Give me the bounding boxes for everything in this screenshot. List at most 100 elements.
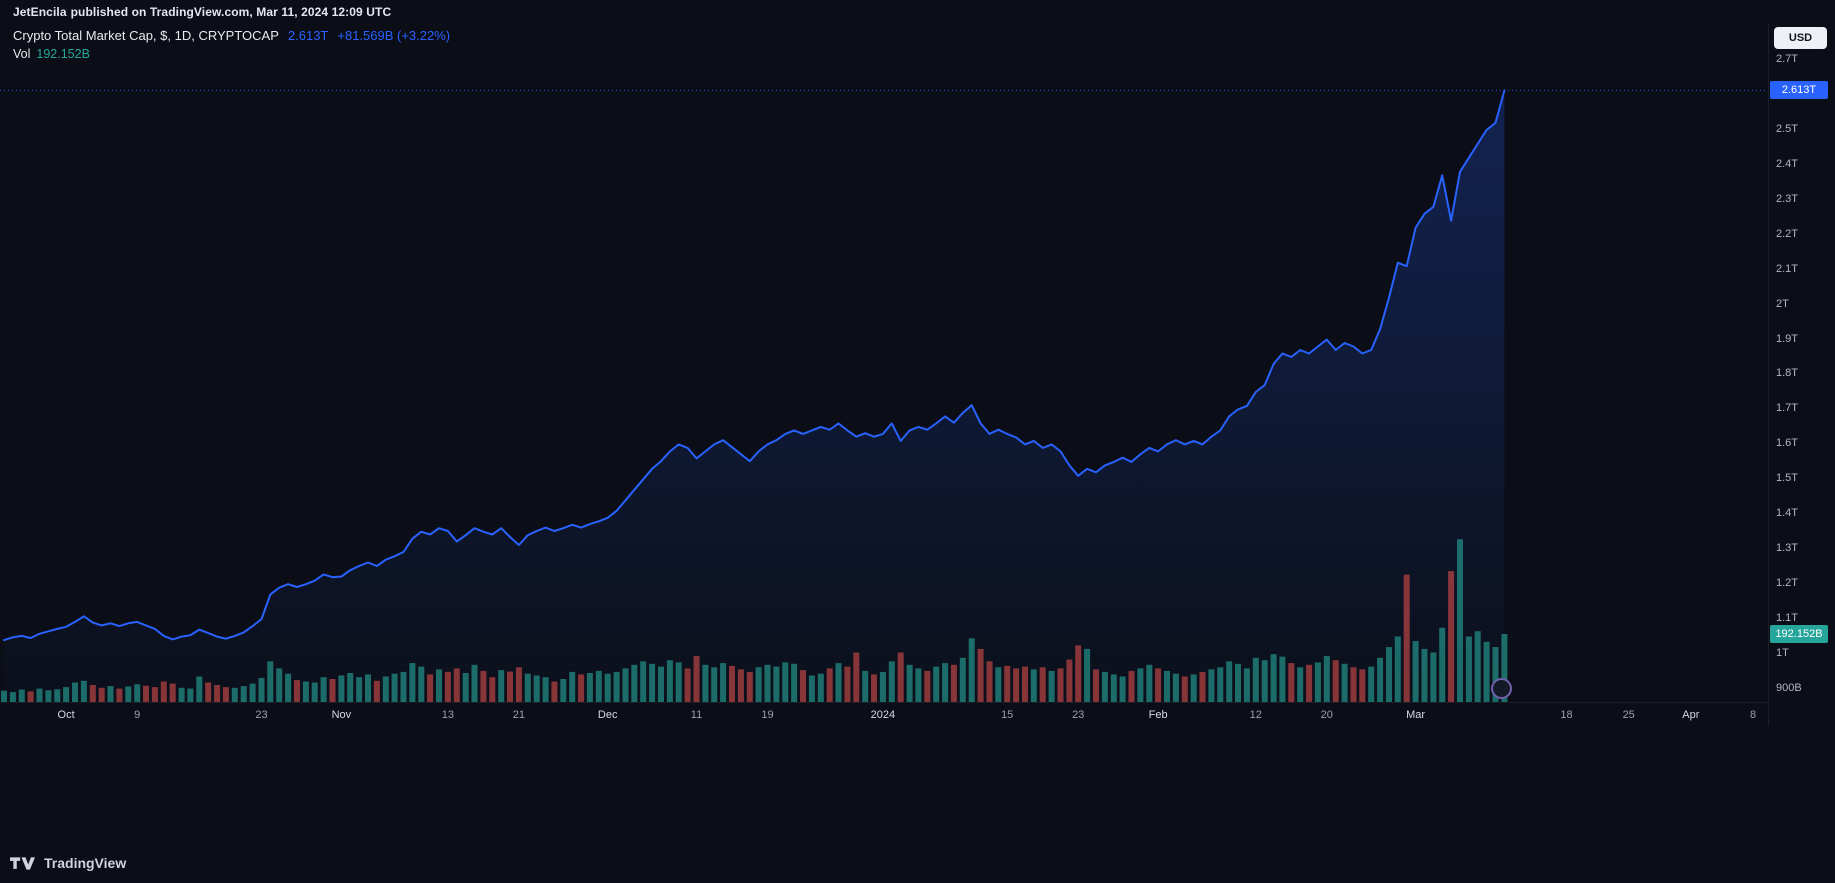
volume-bar	[1430, 652, 1437, 702]
volume-bar	[658, 666, 664, 702]
volume-bar	[773, 666, 780, 702]
time-axis-label: Nov	[331, 709, 352, 721]
volume-bar	[169, 683, 176, 702]
volume-bar	[986, 661, 993, 702]
volume-bar	[1403, 574, 1410, 702]
volume-bar	[711, 667, 718, 702]
volume-bar	[45, 690, 52, 702]
volume-bar	[720, 663, 727, 702]
volume-bar	[631, 664, 638, 702]
time-axis-label: 23	[1072, 709, 1085, 721]
volume-bar	[1164, 670, 1170, 702]
volume-bar	[1368, 666, 1375, 702]
volume-bar	[444, 671, 451, 702]
last-price-value: 2.613T	[287, 28, 329, 43]
volume-bar	[782, 662, 789, 702]
volume-bar	[515, 667, 522, 702]
volume-bar	[1306, 664, 1313, 702]
volume-indicator-label: Vol	[13, 47, 31, 61]
volume-bar	[1288, 663, 1295, 702]
volume-bar	[702, 664, 709, 702]
volume-bar	[1013, 668, 1020, 702]
chart-canvas[interactable]	[0, 0, 1768, 728]
volume-bar	[995, 667, 1002, 702]
volume-bar	[826, 668, 833, 702]
volume-bar	[160, 681, 167, 702]
volume-bar	[400, 671, 407, 702]
volume-bar	[409, 663, 416, 702]
tradingview-footer[interactable]: TradingView	[10, 855, 126, 871]
volume-bar	[276, 668, 283, 702]
volume-bar	[107, 686, 114, 702]
time-axis-label: 20	[1320, 709, 1333, 721]
time-axis-label: 13	[441, 709, 455, 721]
symbol-title[interactable]: Crypto Total Market Cap, $, 1D, CRYPTOCA…	[13, 28, 279, 43]
volume-bar	[1110, 674, 1117, 702]
time-axis-label: Dec	[597, 709, 618, 721]
currency-toggle-button[interactable]: USD	[1774, 27, 1827, 49]
price-axis-label: 1.4T	[1776, 507, 1799, 520]
volume-bar	[1332, 660, 1339, 702]
volume-bar	[80, 680, 87, 702]
volume-bar	[1386, 647, 1392, 702]
volume-bar	[489, 677, 496, 702]
volume-bar	[684, 668, 691, 702]
volume-bar	[98, 687, 105, 702]
volume-bar	[1057, 668, 1064, 702]
volume-bar	[835, 663, 842, 702]
volume-bar	[267, 661, 274, 702]
time-axis-label: 2024	[870, 709, 896, 721]
volume-bar	[1439, 627, 1446, 702]
time-axis-label: 11	[690, 709, 703, 721]
time-axis-label: 23	[255, 709, 268, 721]
price-axis-label: 1.2T	[1776, 577, 1799, 590]
volume-bar	[853, 652, 860, 702]
volume-bar	[356, 677, 363, 702]
volume-bar	[1048, 670, 1055, 702]
volume-indicator-value: 192.152B	[36, 47, 90, 61]
volume-bar	[1101, 671, 1108, 702]
chart-legend: Crypto Total Market Cap, $, 1D, CRYPTOCA…	[13, 28, 450, 61]
price-axis-label: 1.8T	[1776, 367, 1799, 380]
volume-bar	[373, 680, 380, 702]
volume-bar	[1137, 668, 1144, 702]
volume-bar	[862, 670, 869, 702]
volume-bar	[249, 683, 256, 702]
volume-bar	[1235, 663, 1241, 702]
time-axis[interactable]: Oct 9 23 Nov 13 21 Dec 11 19 2024 15 23 Feb 12 20 Mar 18…	[0, 702, 1768, 728]
volume-bar	[755, 667, 762, 702]
volume-bar	[1, 690, 7, 702]
volume-bar	[551, 681, 558, 702]
volume-bar	[143, 685, 149, 702]
time-axis-label: Mar	[1406, 709, 1426, 721]
volume-bar	[63, 687, 70, 702]
volume-bar	[1243, 668, 1250, 702]
volume-bar	[1128, 670, 1135, 702]
price-axis[interactable]: USD 2.7T 2.5T 2.4T 2.3T 2.2T 2.1T 2T 1.9T 1.8T 1.…	[1768, 0, 1835, 883]
volume-bars	[1, 539, 1508, 702]
volume-bar	[134, 684, 141, 702]
volume-bar	[1448, 571, 1455, 702]
tradingview-logo-icon	[10, 856, 35, 870]
price-axis-label: 1.5T	[1776, 472, 1799, 485]
volume-bar	[906, 664, 913, 702]
volume-bar	[1226, 661, 1233, 702]
price-axis-label: 2T	[1776, 297, 1789, 310]
volume-bar	[116, 688, 123, 702]
volume-bar	[462, 673, 469, 702]
volume-bar	[1084, 648, 1091, 702]
volume-bar	[471, 664, 478, 702]
volume-bar	[746, 671, 753, 702]
volume-bar	[311, 682, 318, 702]
volume-bar	[72, 682, 78, 702]
volume-bar	[915, 668, 922, 702]
volume-bar	[1394, 636, 1401, 702]
price-axis-label: 2.7T	[1776, 53, 1799, 65]
price-axis-label: 2.5T	[1776, 122, 1799, 135]
price-axis-label: 2.2T	[1776, 227, 1799, 240]
volume-bar	[178, 687, 185, 702]
volume-bar	[533, 675, 540, 702]
volume-bar	[933, 666, 940, 702]
volume-bar	[1297, 667, 1304, 702]
line-area-fill	[4, 90, 1505, 702]
